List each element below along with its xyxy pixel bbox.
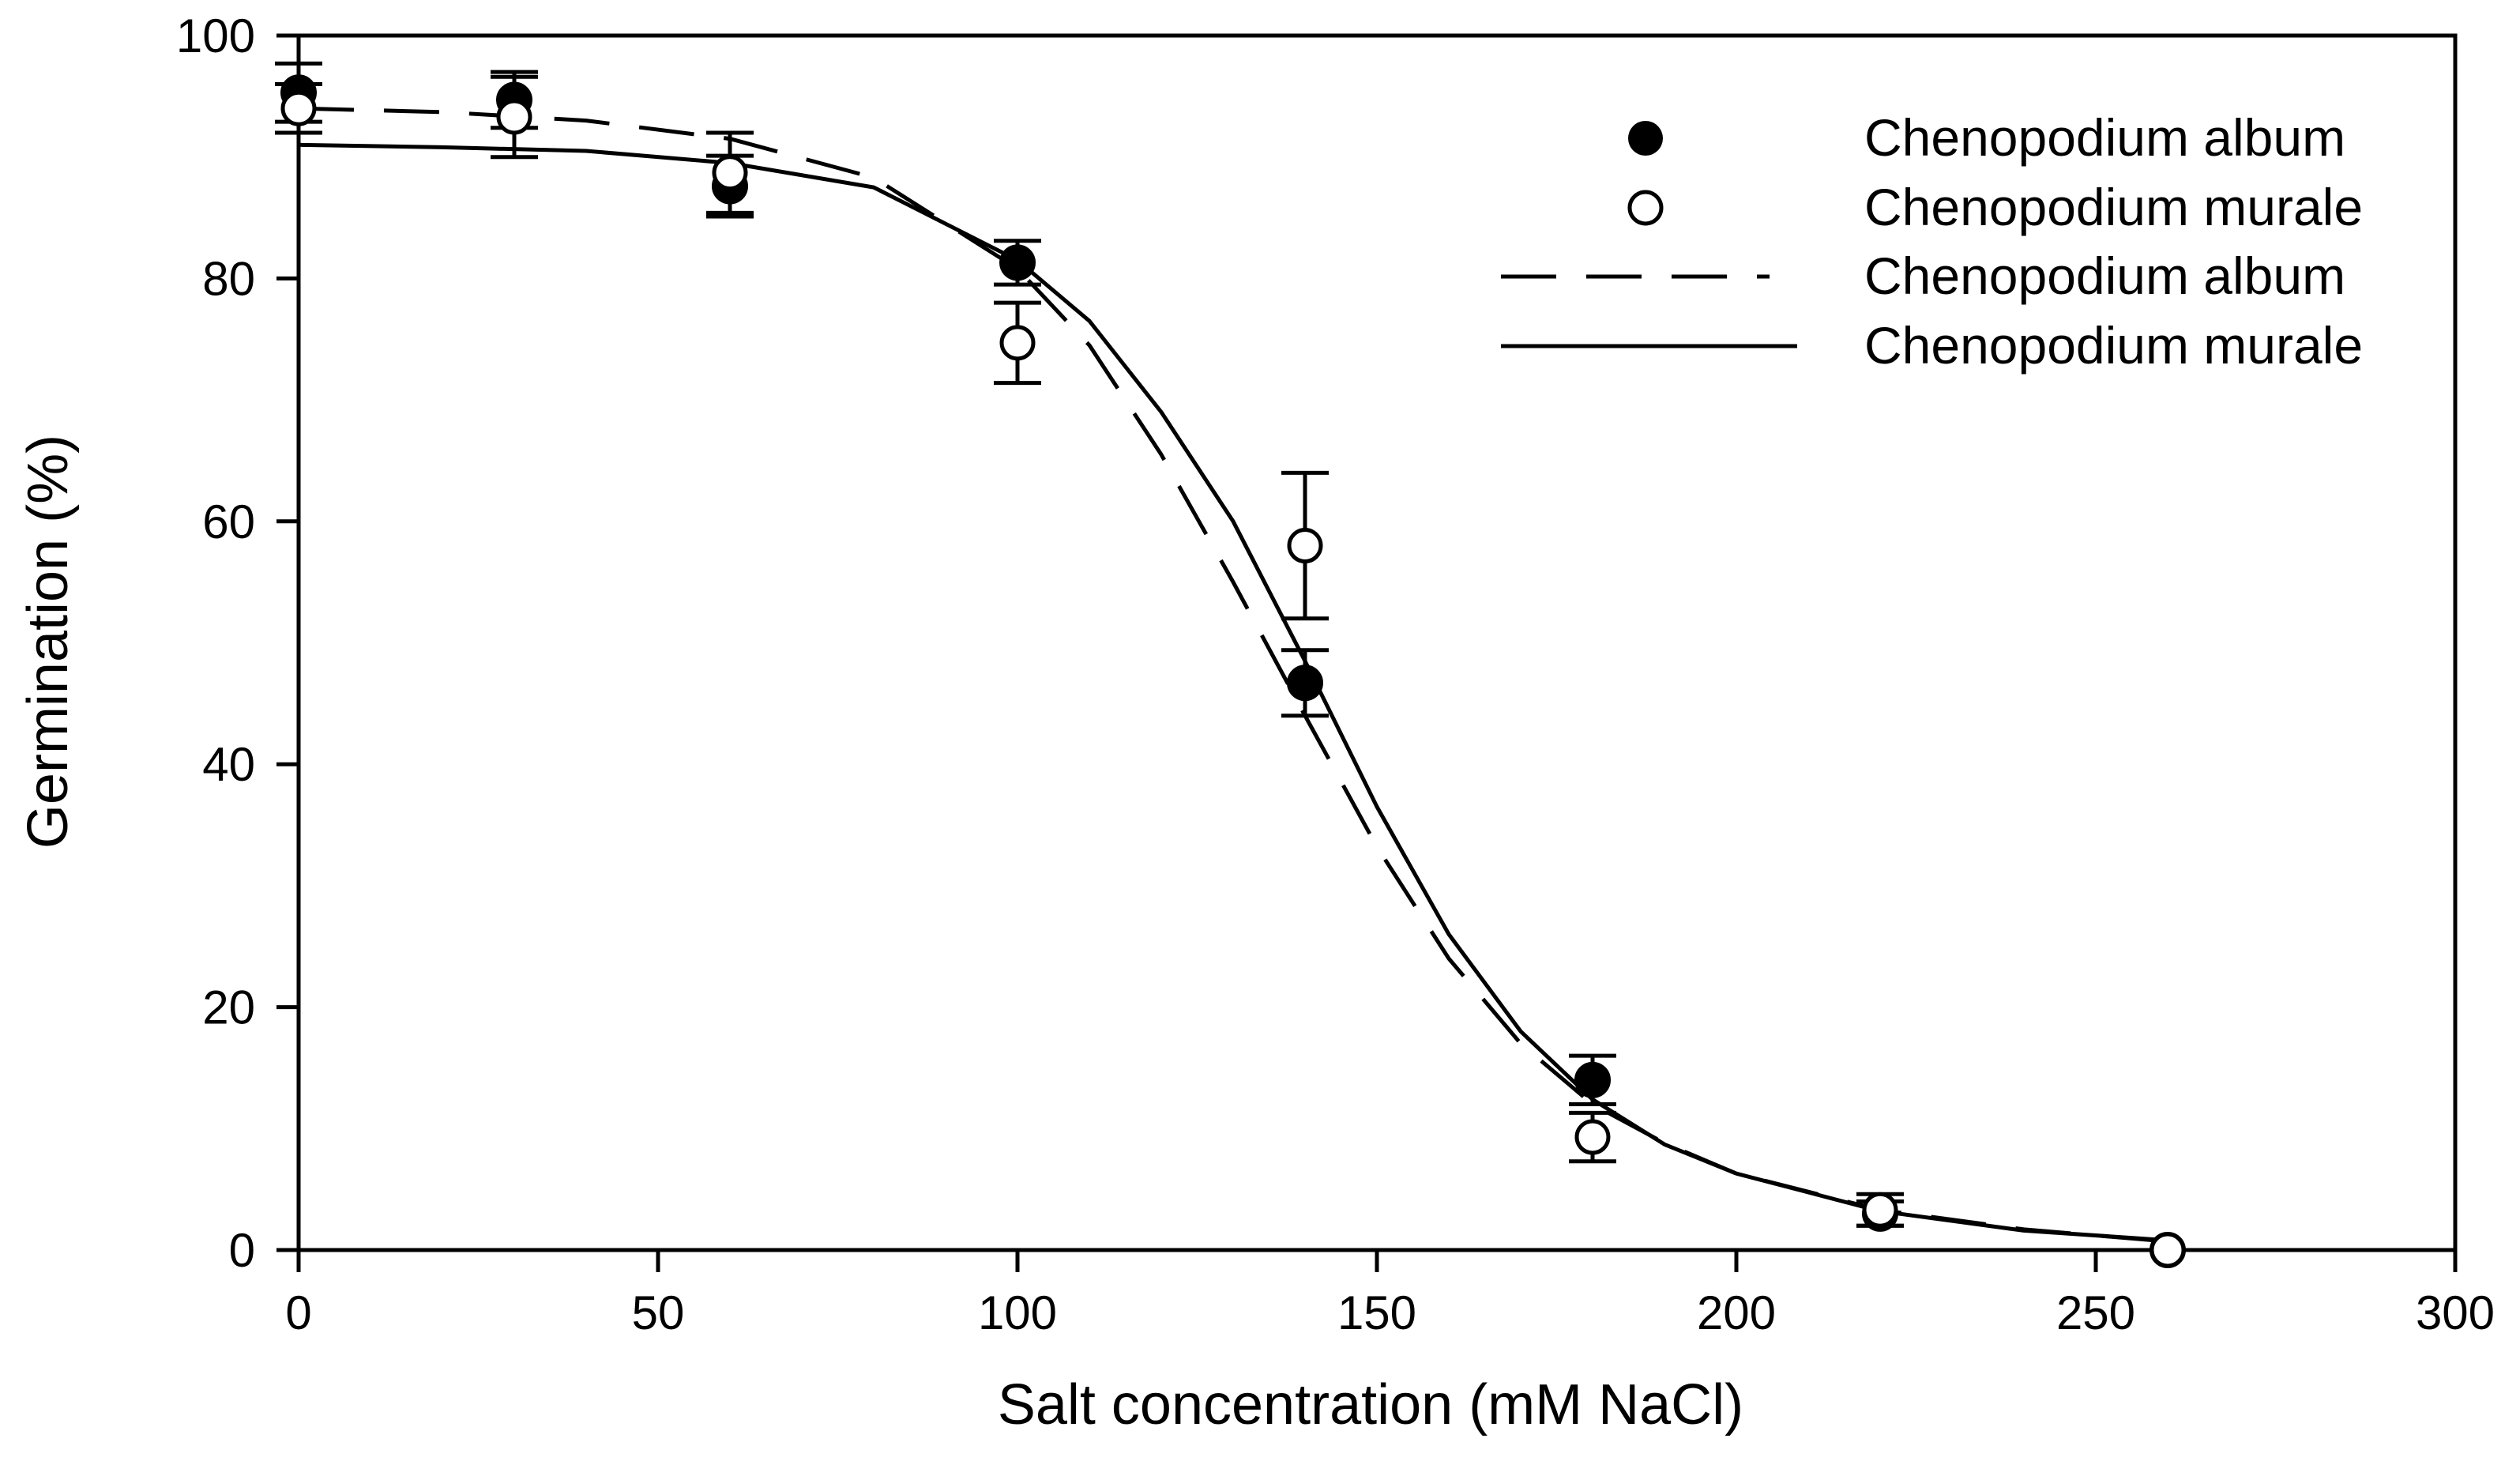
x-tick-label: 300 [2416, 1286, 2495, 1339]
y-axis: 0 20 40 60 80 100 [176, 9, 299, 1277]
point-murale [999, 325, 1036, 361]
y-axis-title: Germination (%) [17, 435, 80, 849]
point-murale [2150, 1232, 2186, 1268]
legend-symbol-album-point [1628, 121, 1663, 156]
x-tick-label: 250 [2056, 1286, 2135, 1339]
point-murale [712, 155, 748, 191]
legend-label-murale-point: Chenopodium murale [1864, 178, 2363, 236]
y-tick-label: 100 [176, 9, 255, 62]
point-album [999, 244, 1036, 281]
y-tick-label: 60 [202, 495, 255, 548]
x-tick-label: 100 [978, 1286, 1057, 1339]
fit-line-murale-solid [298, 142, 2168, 1243]
x-tick-label: 150 [1337, 1286, 1416, 1339]
point-murale [1862, 1192, 1898, 1228]
point-album [1287, 665, 1323, 702]
point-murale [496, 99, 532, 135]
legend-label-album-fit: Chenopodium album [1864, 247, 2345, 305]
point-murale [1287, 528, 1323, 564]
y-tick-label: 40 [202, 738, 255, 791]
x-tick-label: 0 [285, 1286, 311, 1339]
legend-symbol-murale-point [1627, 190, 1664, 226]
y-tick-label: 80 [202, 252, 255, 305]
point-album [1574, 1061, 1611, 1098]
y-tick-label: 20 [202, 981, 255, 1034]
y-tick-label: 0 [229, 1224, 255, 1277]
x-tick-label: 200 [1697, 1286, 1776, 1339]
legend-label-album-point: Chenopodium album [1864, 108, 2345, 167]
point-murale [280, 90, 317, 126]
legend: Chenopodium album Chenopodium murale Che… [1501, 108, 2363, 375]
legend-label-murale-fit: Chenopodium murale [1864, 316, 2363, 375]
x-axis: 0 50 100 150 200 250 300 [285, 1250, 2495, 1339]
x-tick-label: 50 [632, 1286, 685, 1339]
point-murale [1574, 1119, 1611, 1155]
data-points [280, 74, 2186, 1268]
error-bars [275, 61, 1904, 1228]
x-axis-title: Salt concentration (mM NaCl) [998, 1373, 1743, 1437]
